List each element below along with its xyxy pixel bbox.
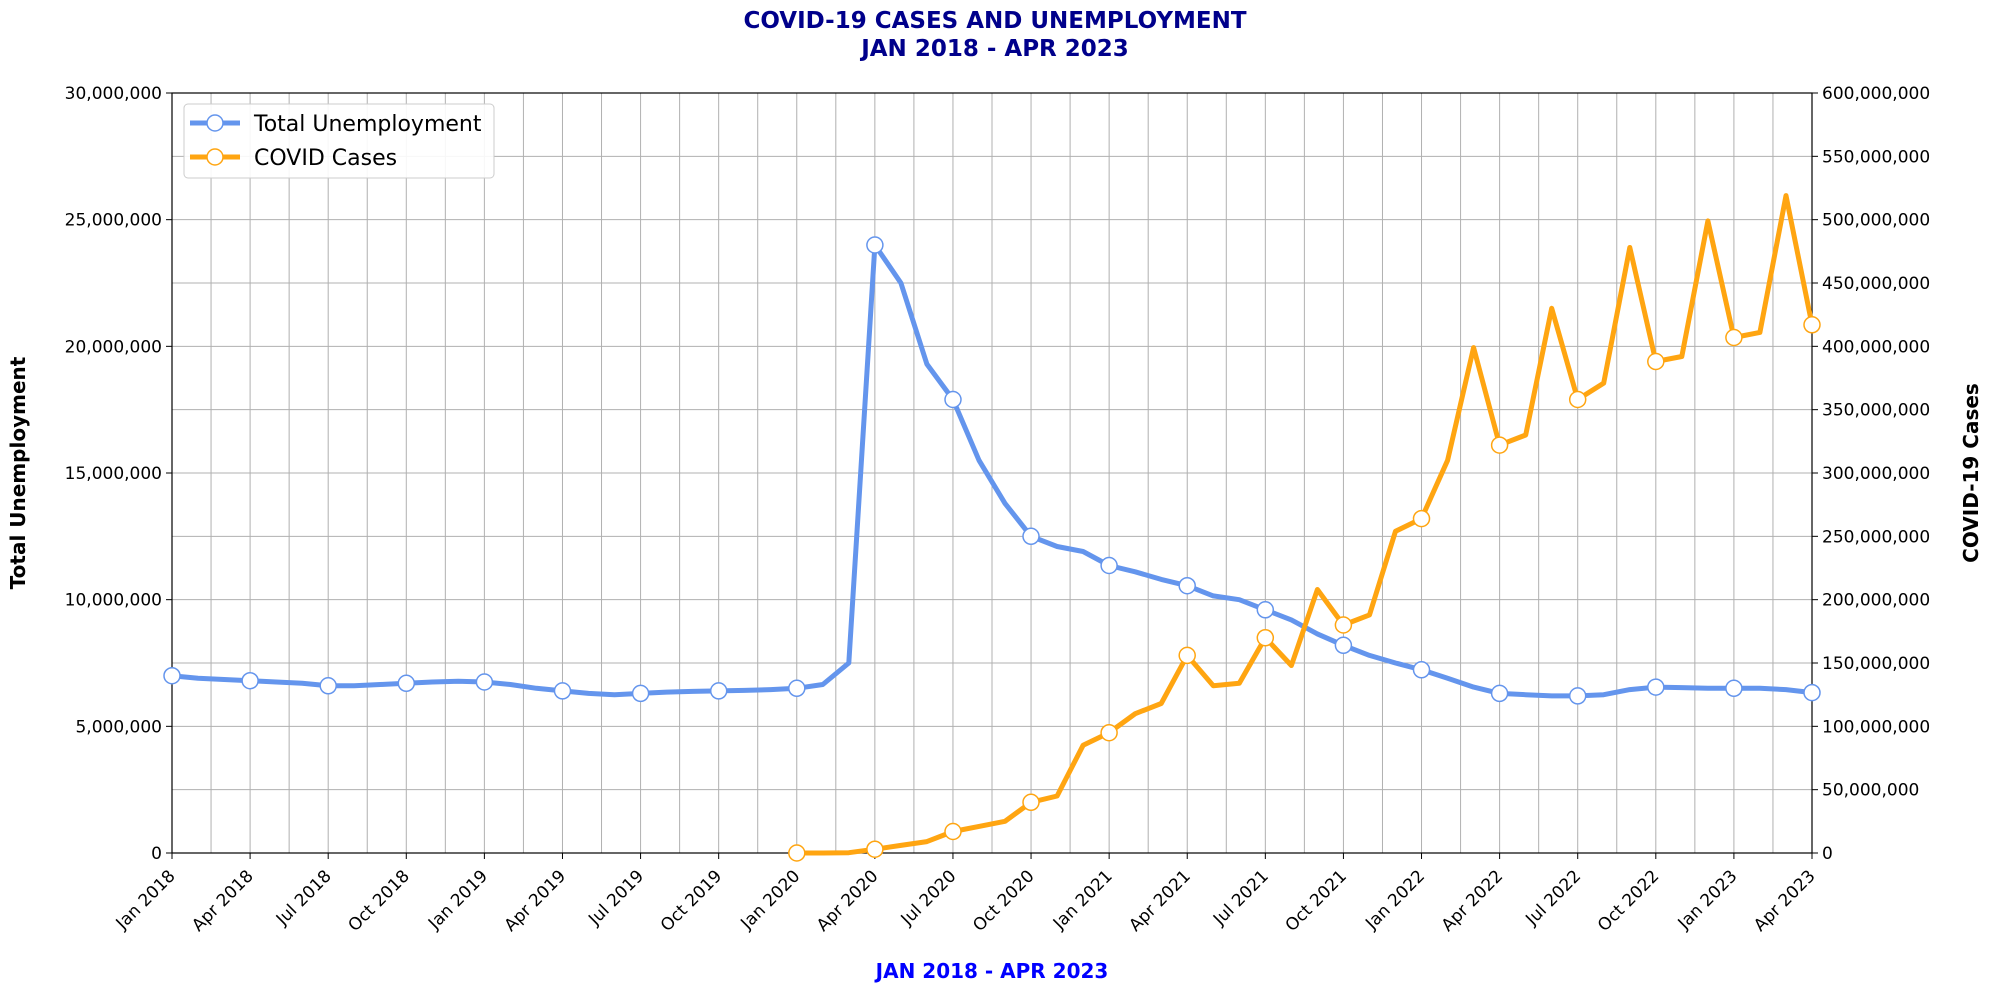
data-point-unemployment	[944, 390, 962, 409]
left-tick-label: 15,000,000	[65, 464, 162, 484]
left-tick-label: 10,000,000	[65, 591, 162, 611]
right-tick-label: 500,000,000	[1822, 211, 1930, 231]
x-axis: Jan 2018 Apr 2018 Jul 2018 Oct 2018 Jan 2019…	[112, 853, 1820, 936]
x-tick-label: Apr 2021	[1125, 866, 1194, 935]
data-point-unemployment	[1725, 679, 1743, 698]
x-tick-label: Oct 2018	[344, 866, 413, 935]
x-tick-label: Apr 2018	[188, 866, 257, 935]
left-tick-label: 25,000,000	[65, 211, 162, 231]
right-tick-label: 200,000,000	[1822, 591, 1930, 611]
legend-marker-unemployment	[206, 114, 224, 132]
x-tick-label: Apr 2023	[1750, 866, 1819, 935]
data-point-unemployment	[475, 673, 494, 691]
data-point-unemployment	[319, 677, 337, 695]
right-tick-label: 0	[1822, 844, 1833, 864]
x-tick-label: Jan 2019	[424, 866, 492, 934]
data-point-unemployment	[1256, 601, 1275, 619]
x-tick-label: Jan 2022	[1361, 866, 1429, 934]
data-point-unemployment	[1100, 556, 1118, 575]
left-y-axis: 0 5,000,000 10,000,000 15,000,000 20,000,000…	[65, 84, 172, 864]
series-covid	[788, 193, 1821, 862]
right-tick-label: 350,000,000	[1822, 401, 1930, 421]
x-tick-label: Jul 2022	[1521, 866, 1585, 930]
series-line-unemployment	[169, 242, 1815, 699]
left-tick-label: 5,000,000	[75, 717, 162, 737]
data-point-unemployment	[1490, 684, 1509, 703]
data-point-covid	[1256, 628, 1275, 647]
data-point-unemployment	[1412, 661, 1431, 679]
legend: Total Unemployment COVID Cases	[183, 103, 495, 179]
data-point-unemployment	[631, 684, 650, 703]
data-point-covid	[788, 844, 806, 862]
data-point-covid	[1568, 390, 1587, 409]
right-tick-label: 250,000,000	[1822, 527, 1930, 547]
data-point-unemployment	[1178, 576, 1196, 595]
x-tick-label: Apr 2020	[813, 866, 882, 935]
x-tick-label: Oct 2021	[1282, 866, 1351, 935]
x-tick-label: Oct 2020	[969, 866, 1038, 935]
data-point-unemployment	[1022, 527, 1040, 546]
data-point-covid	[1412, 509, 1431, 528]
x-tick-label: Jan 2021	[1049, 866, 1117, 934]
data-point-unemployment	[163, 666, 181, 685]
right-tick-label: 300,000,000	[1822, 464, 1930, 484]
x-tick-label: Jan 2018	[112, 866, 180, 934]
right-tick-label: 50,000,000	[1822, 781, 1919, 801]
data-point-unemployment	[1647, 678, 1665, 696]
data-point-covid	[866, 840, 884, 858]
data-point-covid	[1178, 646, 1196, 665]
x-tick-label: Apr 2019	[501, 866, 570, 935]
data-point-unemployment	[1334, 636, 1353, 655]
data-point-unemployment	[866, 236, 884, 254]
data-point-unemployment	[553, 682, 572, 700]
data-point-unemployment	[241, 671, 259, 690]
x-tick-label: Jul 2019	[584, 866, 648, 930]
x-tick-label: Apr 2022	[1438, 866, 1507, 935]
data-point-covid	[1803, 316, 1821, 334]
right-tick-label: 400,000,000	[1822, 337, 1930, 357]
data-point-unemployment	[1568, 687, 1587, 705]
legend-box	[183, 103, 495, 179]
x-tick-label: Jul 2018	[272, 866, 336, 930]
data-point-covid	[1647, 352, 1665, 371]
series-unemployment	[163, 236, 1821, 705]
legend-marker-covid	[206, 148, 224, 166]
grid	[171, 92, 1813, 854]
left-tick-label: 0	[151, 844, 162, 864]
x-tick-label: Jan 2023	[1674, 866, 1742, 934]
data-point-covid	[1100, 723, 1118, 742]
series-line-covid	[794, 193, 1815, 856]
legend-label-covid: COVID Cases	[254, 146, 397, 171]
right-y-axis-title: COVID-19 Cases	[1959, 383, 1983, 563]
series	[163, 193, 1821, 862]
x-tick-label: Oct 2022	[1594, 866, 1663, 935]
right-tick-label: 100,000,000	[1822, 717, 1930, 737]
chart-title-line1: COVID-19 CASES AND UNEMPLOYMENT	[743, 8, 1246, 34]
data-point-covid	[1334, 616, 1353, 634]
x-tick-label: Jul 2020	[897, 866, 961, 930]
legend-label-unemployment: Total Unemployment	[253, 112, 482, 137]
data-point-covid	[1022, 793, 1040, 812]
chart-title-line2: JAN 2018 - APR 2023	[859, 36, 1129, 62]
data-point-covid	[1490, 436, 1509, 454]
right-tick-label: 450,000,000	[1822, 274, 1930, 294]
right-tick-label: 550,000,000	[1822, 147, 1930, 167]
left-y-axis-title: Total Unemployment	[6, 356, 30, 589]
right-tick-label: 150,000,000	[1822, 654, 1930, 674]
right-y-axis: 0 50,000,000 100,000,000 150,000,000 200,000…	[1812, 84, 1930, 864]
data-point-unemployment	[709, 682, 728, 700]
data-point-covid	[1725, 328, 1743, 347]
right-tick-label: 600,000,000	[1822, 84, 1930, 104]
data-point-unemployment	[1803, 683, 1821, 702]
left-tick-label: 20,000,000	[65, 337, 162, 357]
x-tick-label: Oct 2019	[657, 866, 726, 935]
left-tick-label: 30,000,000	[65, 84, 162, 104]
x-tick-label: Jan 2020	[737, 866, 805, 934]
data-point-unemployment	[397, 674, 416, 693]
x-axis-title: JAN 2018 - APR 2023	[874, 959, 1109, 983]
data-point-unemployment	[788, 679, 806, 698]
x-tick-label: Jul 2021	[1209, 866, 1273, 930]
data-point-covid	[944, 822, 962, 841]
